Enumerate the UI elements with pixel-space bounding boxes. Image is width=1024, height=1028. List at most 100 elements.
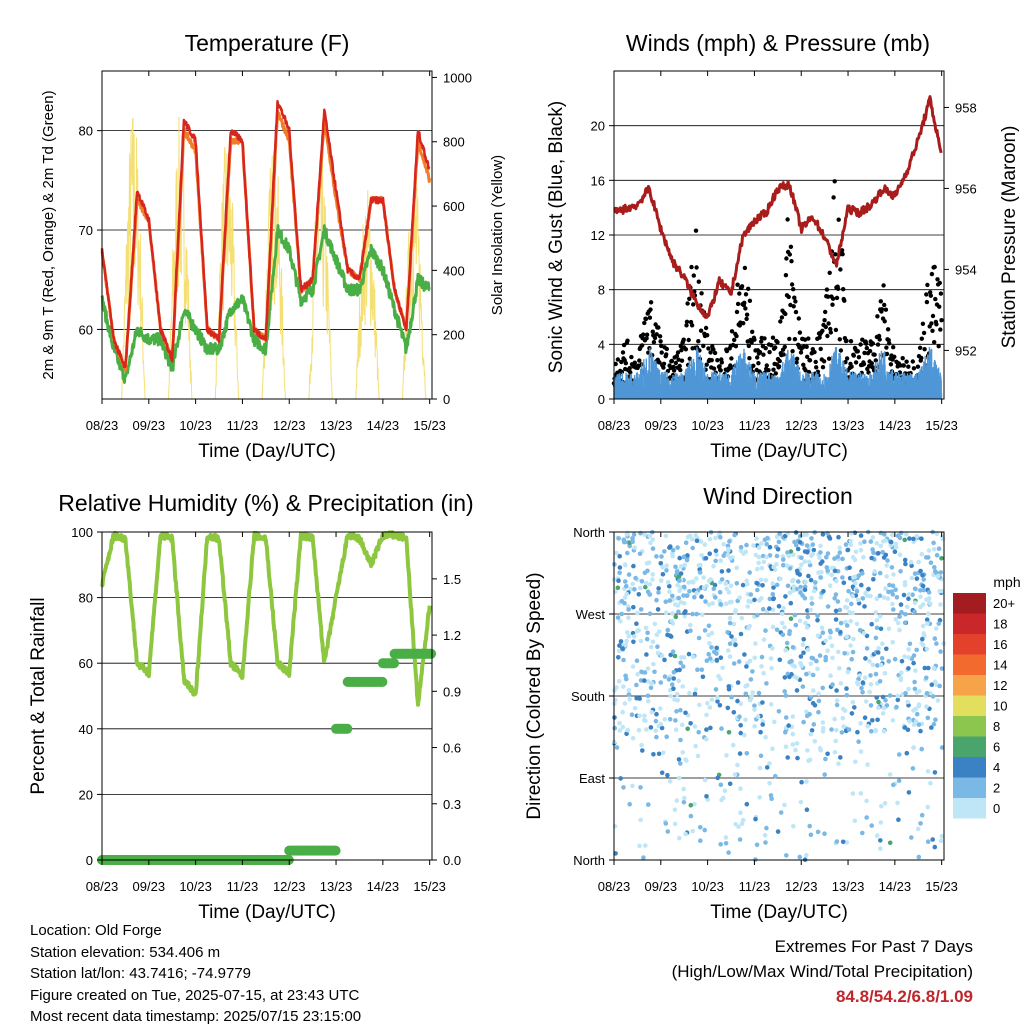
direction-point — [837, 550, 843, 555]
direction-point — [896, 817, 901, 822]
direction-point — [814, 658, 819, 664]
direction-point — [878, 820, 884, 825]
direction-point — [625, 530, 630, 536]
direction-point — [887, 840, 893, 846]
direction-point — [767, 606, 772, 611]
direction-point — [670, 593, 675, 599]
direction-point — [734, 565, 739, 571]
direction-point — [862, 539, 867, 544]
direction-point — [876, 705, 881, 710]
x-tick-label: 10/23 — [691, 418, 724, 433]
direction-point — [804, 625, 810, 630]
gust-point — [820, 328, 825, 333]
direction-point — [791, 584, 797, 589]
direction-point — [721, 541, 726, 547]
y-tick-label: 70 — [79, 223, 93, 238]
direction-point — [676, 678, 681, 684]
temp-2m-series — [100, 100, 431, 369]
direction-point — [785, 550, 790, 555]
direction-point — [745, 604, 750, 609]
gust-point — [862, 350, 867, 356]
direction-point — [928, 560, 934, 565]
direction-point — [690, 536, 695, 542]
gust-point — [717, 364, 722, 369]
direction-point — [869, 621, 874, 627]
direction-point — [688, 628, 693, 633]
gust-point — [911, 366, 917, 371]
direction-point — [709, 697, 715, 702]
direction-point — [877, 679, 883, 684]
direction-point — [912, 586, 918, 592]
gust-point — [742, 300, 747, 305]
y-tick-label: 12 — [591, 228, 605, 243]
gust-point — [648, 307, 653, 312]
direction-point — [890, 718, 896, 723]
direction-point — [843, 542, 849, 547]
direction-point — [838, 681, 844, 686]
direction-point — [780, 632, 786, 638]
direction-point — [825, 648, 830, 653]
direction-point — [727, 654, 733, 659]
gust-point — [830, 302, 835, 307]
x-tick-label: 10/23 — [691, 879, 724, 894]
direction-point — [658, 706, 663, 711]
direction-point — [897, 627, 902, 633]
winds-panel: Winds (mph) & Pressure (mb) 0 4 8 12 16 20 952… — [546, 30, 1020, 462]
direction-point — [834, 839, 840, 844]
direction-point — [646, 802, 651, 807]
direction-point — [622, 579, 628, 584]
direction-point — [902, 557, 908, 563]
direction-point — [761, 559, 767, 565]
direction-point — [816, 709, 821, 715]
direction-point — [768, 702, 774, 707]
direction-point — [820, 729, 826, 734]
legend-swatch — [953, 675, 986, 696]
direction-point — [692, 724, 698, 729]
legend-label: 18 — [993, 617, 1007, 632]
direction-point — [805, 647, 811, 652]
direction-point — [751, 543, 756, 548]
direction-point — [747, 570, 752, 575]
direction-point — [693, 743, 698, 749]
direction-point — [896, 778, 902, 783]
direction-point — [627, 543, 632, 549]
gust-point — [823, 324, 828, 330]
direction-point — [665, 772, 670, 778]
direction-point — [793, 622, 799, 628]
direction-point — [931, 721, 937, 727]
direction-point — [857, 673, 862, 678]
direction-point — [797, 854, 803, 860]
direction-point — [872, 569, 878, 574]
gust-point — [891, 345, 896, 350]
direction-point — [618, 776, 623, 781]
direction-point — [636, 727, 642, 733]
direction-point — [903, 611, 908, 617]
direction-point — [884, 563, 889, 568]
direction-point — [775, 547, 781, 552]
direction-point — [671, 676, 676, 681]
direction-point — [764, 541, 769, 547]
direction-point — [647, 582, 653, 587]
direction-point — [855, 597, 861, 603]
direction-point — [695, 667, 700, 672]
direction-point — [844, 634, 849, 640]
direction-point — [690, 828, 695, 834]
gust-point — [739, 284, 745, 289]
direction-point — [895, 693, 901, 699]
direction-point — [643, 625, 649, 631]
gust-point — [864, 341, 869, 346]
direction-point — [841, 724, 846, 729]
direction-point — [760, 583, 765, 588]
gust-point — [647, 315, 653, 320]
gust-point — [820, 365, 826, 370]
direction-point — [782, 689, 787, 694]
direction-point — [658, 561, 664, 566]
direction-point — [854, 589, 860, 594]
gust-point — [786, 294, 791, 300]
precip-point — [330, 845, 341, 856]
gust-point — [629, 354, 634, 360]
direction-point — [906, 686, 911, 692]
gust-point — [900, 356, 905, 361]
direction-point — [638, 817, 643, 823]
x-tick-label: 15/23 — [925, 879, 958, 894]
